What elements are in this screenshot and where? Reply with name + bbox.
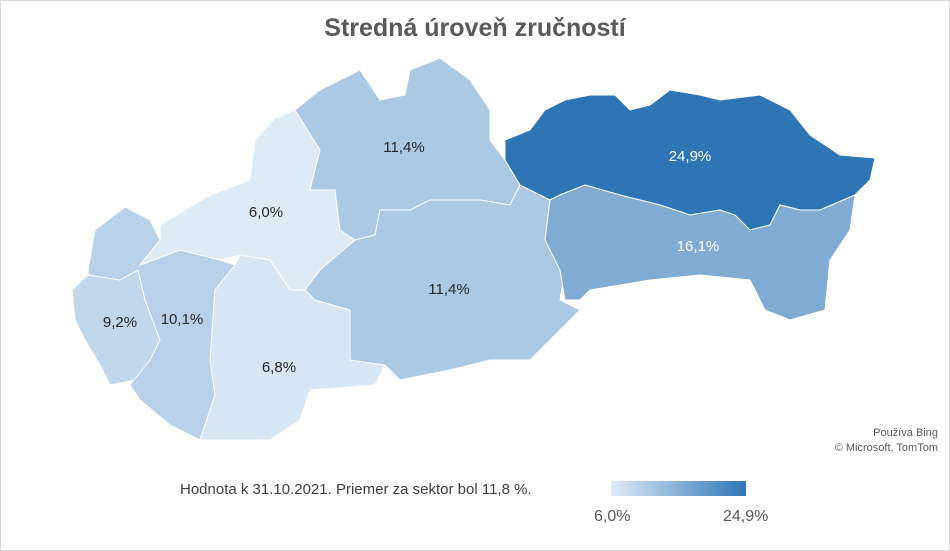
region-banska-bystrica-label: 11,4% [428,281,469,298]
color-scale-legend [611,481,746,496]
region-trencin-label: 6,0% [249,204,283,221]
region-kosice-label: 16,1% [677,238,720,255]
region-kosice [544,184,856,321]
legend-max-label: 24,9% [723,508,769,525]
region-nitra-label: 6,8% [262,359,296,376]
chart-note: Hodnota k 31.10.2021. Priemer za sektor … [180,481,532,498]
map-credit: Používa Bing © Microsoft, TomTom [835,426,938,456]
credit-microsoft: © Microsoft, TomTom [834,442,938,454]
region-zilina-label: 11,4% [383,139,424,156]
region-nitra [199,254,386,441]
credit-bing: Používa Bing [873,427,938,439]
chart-title: Stredná úroveň zručností [324,14,626,42]
region-bratislava-label: 9,2% [103,314,137,331]
region-banska-bystrica [304,184,581,381]
region-presov-label: 24,9% [669,148,712,165]
region-trnava-label: 10,1% [161,311,204,328]
legend-min-label: 6,0% [594,508,631,525]
